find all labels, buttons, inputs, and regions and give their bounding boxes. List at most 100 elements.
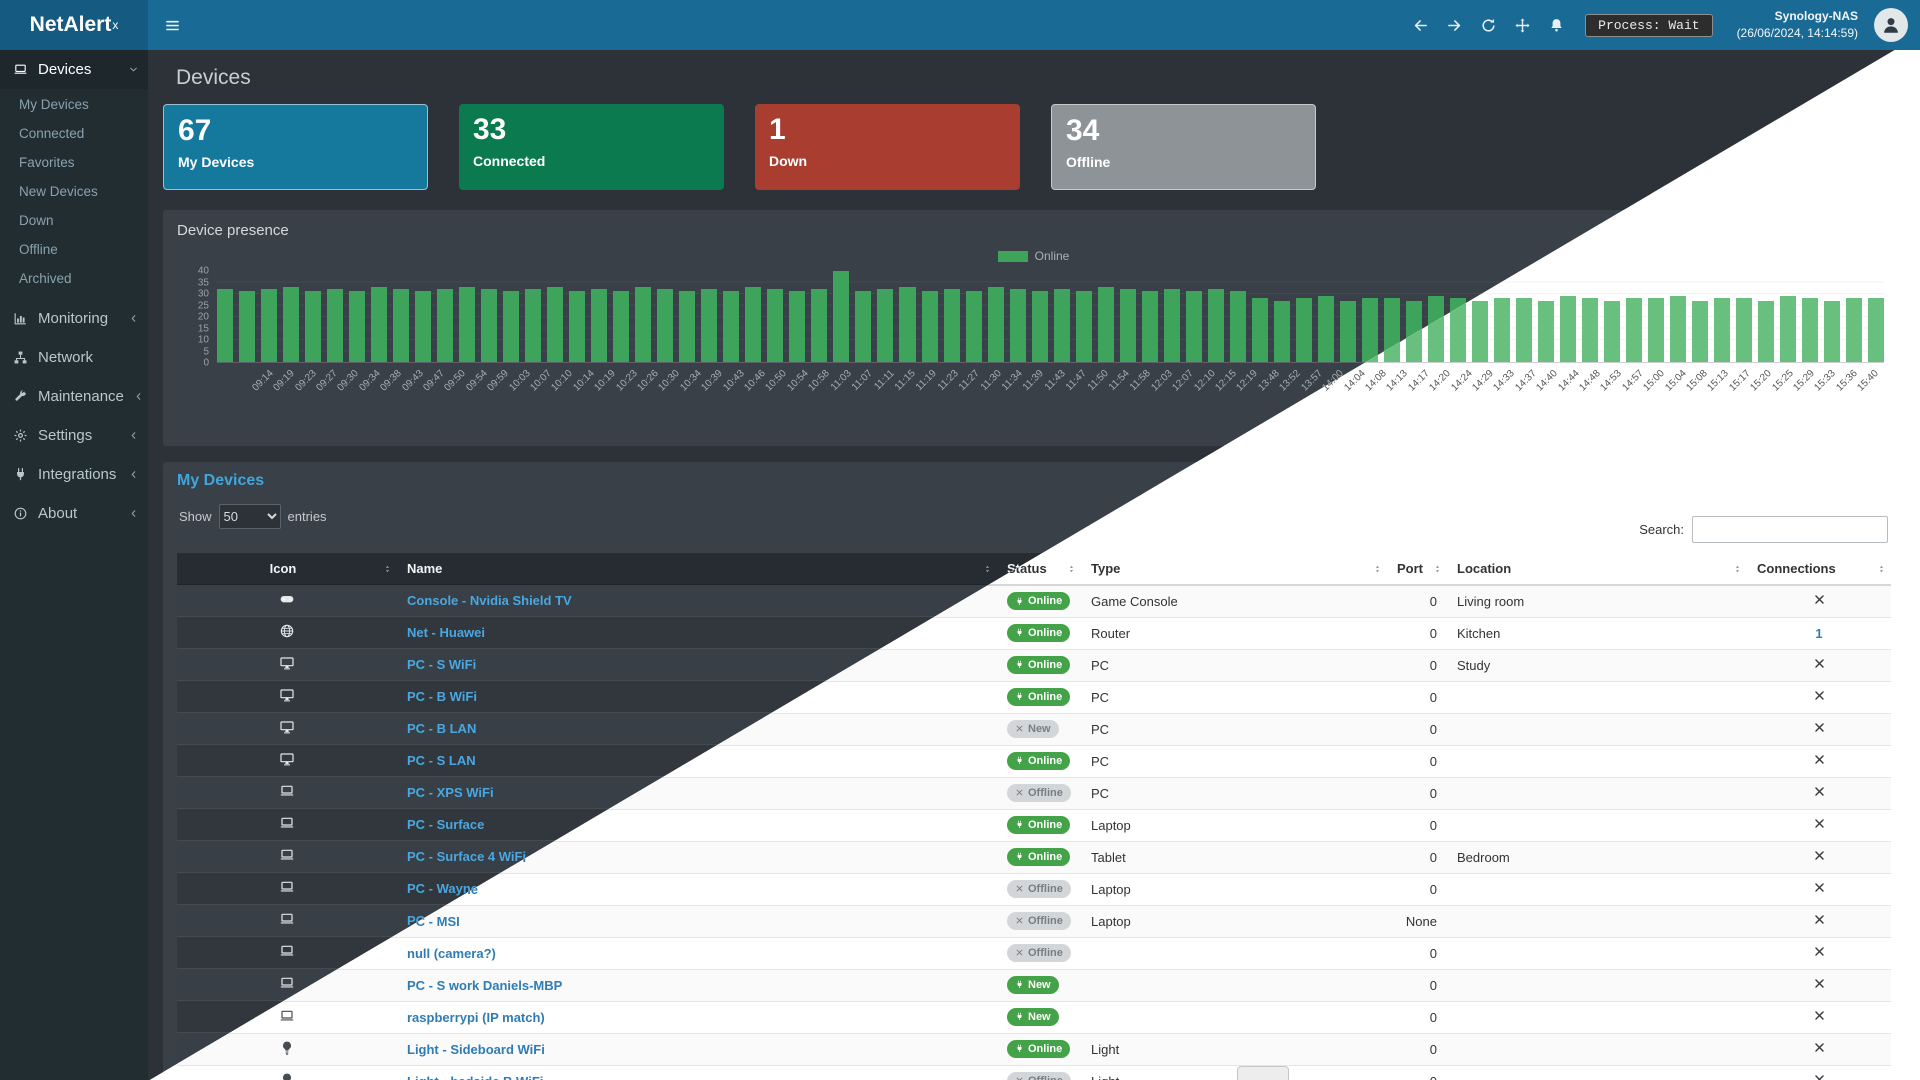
no-connections-icon [1813, 785, 1826, 798]
chart-bar [349, 291, 366, 362]
table-row[interactable]: null (camera?) Offline 0 [177, 937, 1891, 970]
chart-bar [283, 286, 300, 362]
stat-card-connected[interactable]: 33 Connected [459, 104, 724, 190]
pagination-partial[interactable] [1237, 1066, 1289, 1080]
sidebar-item-about[interactable]: About [0, 494, 148, 533]
sidebar-item-settings[interactable]: Settings [0, 416, 148, 455]
app-logo[interactable]: NetAlert x [0, 0, 148, 50]
device-name-link[interactable]: Net - Huawei [407, 625, 486, 640]
device-name-link[interactable]: PC - Surface [407, 817, 485, 832]
stat-label: Offline [1066, 153, 1111, 170]
x-axis-label: 09:59 [485, 368, 511, 394]
device-name-link[interactable]: Console - Nvidia Shield TV [407, 593, 572, 608]
column-header-connections[interactable]: Connections [1747, 553, 1891, 586]
refresh-button[interactable] [1471, 0, 1505, 50]
no-connections-icon [1813, 913, 1826, 926]
device-name-link[interactable]: PC - S work Daniels-MBP [407, 977, 563, 993]
sidebar-item-integrations[interactable]: Integrations [0, 455, 148, 494]
chart-legend[interactable]: Online [177, 241, 1890, 271]
legend-swatch [997, 250, 1028, 262]
x-axis-label: 13:48 [1256, 368, 1282, 394]
sidebar-item-network[interactable]: Network [0, 338, 148, 377]
device-name-link[interactable]: PC - S WiFi [407, 657, 477, 672]
device-location [1447, 745, 1747, 778]
sidebar-item-maintenance[interactable]: Maintenance [0, 377, 148, 416]
notifications-button[interactable] [1539, 0, 1573, 50]
device-name-link[interactable]: PC - XPS WiFi [407, 785, 494, 800]
column-header-type[interactable]: Type [1081, 553, 1387, 586]
refresh-icon [1480, 17, 1497, 34]
device-location: Study [1447, 649, 1747, 682]
table-row[interactable]: PC - S work Daniels-MBP New 0 [177, 969, 1891, 1002]
column-header-name[interactable]: Name [397, 553, 997, 585]
chevron-left-icon [127, 430, 139, 441]
chart-bar [1780, 296, 1797, 362]
device-type: Tablet [1081, 841, 1387, 874]
close-icon [1015, 724, 1024, 733]
chart-bar [701, 289, 718, 362]
x-axis-label: 09:50 [442, 368, 469, 394]
sidebar-subitem-my-devices[interactable]: My Devices [19, 97, 89, 112]
forward-button[interactable] [1437, 0, 1471, 50]
stat-card-my-devices[interactable]: 67 My Devices [163, 104, 428, 190]
user-avatar[interactable] [1874, 8, 1908, 42]
chart-bar [415, 291, 432, 362]
sidebar-subitem-down[interactable]: Down [19, 213, 54, 228]
page-size-select[interactable]: 50 [218, 504, 281, 529]
column-header-port[interactable]: Port [1387, 553, 1447, 586]
lightbulb-icon [279, 1040, 295, 1056]
move-button[interactable] [1505, 0, 1539, 50]
column-header-icon[interactable]: Icon [177, 553, 397, 585]
device-type: Laptop [1081, 873, 1387, 906]
host-name: Synology-NAS [1774, 9, 1858, 24]
page-title: Devices [176, 66, 251, 89]
search-input[interactable] [1692, 516, 1888, 543]
y-axis-label: 15 [197, 323, 209, 334]
x-axis-label: 11:11 [871, 368, 897, 393]
sidebar-subitem-favorites[interactable]: Favorites [19, 155, 75, 170]
device-name-link[interactable]: PC - B LAN [407, 721, 477, 736]
sidebar-subitem-offline[interactable]: Offline [19, 242, 58, 257]
device-name-link[interactable]: null (camera?) [407, 945, 496, 961]
sidebar-toggle-button[interactable] [148, 0, 196, 50]
device-name-link[interactable]: PC - Wayne [407, 881, 479, 896]
sidebar-item-devices[interactable]: Devices [0, 50, 148, 89]
chart-bar [1515, 298, 1532, 362]
x-axis-label: 10:14 [571, 368, 597, 394]
stat-label: Down [769, 152, 808, 169]
device-name-link[interactable]: Light - Sideboard WiFi [407, 1041, 545, 1057]
connections-count-link[interactable]: 1 [1815, 625, 1823, 641]
stat-card-down[interactable]: 1 Down [755, 104, 1020, 190]
globe-icon [279, 623, 295, 639]
stat-card-offline[interactable]: 34 Offline [1051, 104, 1316, 190]
device-name-link[interactable]: raspberrypi (IP match) [407, 1009, 545, 1025]
sidebar-item-label: About [38, 505, 78, 522]
sidebar-subitem-new-devices[interactable]: New Devices [19, 184, 98, 199]
x-axis-label: 10:03 [506, 368, 533, 394]
process-status-badge: Process: Wait [1585, 13, 1713, 37]
table-row[interactable]: raspberrypi (IP match) New 0 [177, 1001, 1891, 1034]
laptop-icon [279, 815, 295, 831]
chart-bar [1097, 286, 1114, 362]
lightbulb-icon [279, 1072, 295, 1080]
chart-icon [12, 311, 29, 326]
sidebar-subitem-connected[interactable]: Connected [19, 126, 85, 141]
x-axis-label: 09:47 [421, 368, 447, 394]
chevron-left-icon [127, 508, 139, 519]
x-axis-label: 10:26 [635, 368, 661, 394]
stat-cards: 67 My Devices 33 Connected 1 Down 34 Off… [163, 104, 1904, 190]
device-name-link[interactable]: PC - S LAN [407, 753, 476, 768]
device-name-link[interactable]: PC - Surface 4 WiFi [407, 849, 527, 864]
device-type: PC [1081, 681, 1387, 714]
host-info: Synology-NAS (26/06/2024, 14:14:59) [1737, 8, 1858, 42]
column-header-location[interactable]: Location [1447, 553, 1747, 586]
device-name-link[interactable]: Light - bedside B WiFi [407, 1074, 543, 1080]
plug-icon [12, 467, 29, 482]
sidebar-subitem-archived[interactable]: Archived [19, 271, 72, 286]
back-button[interactable] [1403, 0, 1437, 50]
x-axis-label: 15:04 [1662, 368, 1689, 394]
device-name-link[interactable]: PC - B WiFi [407, 689, 477, 704]
sidebar-item-monitoring[interactable]: Monitoring [0, 299, 148, 338]
